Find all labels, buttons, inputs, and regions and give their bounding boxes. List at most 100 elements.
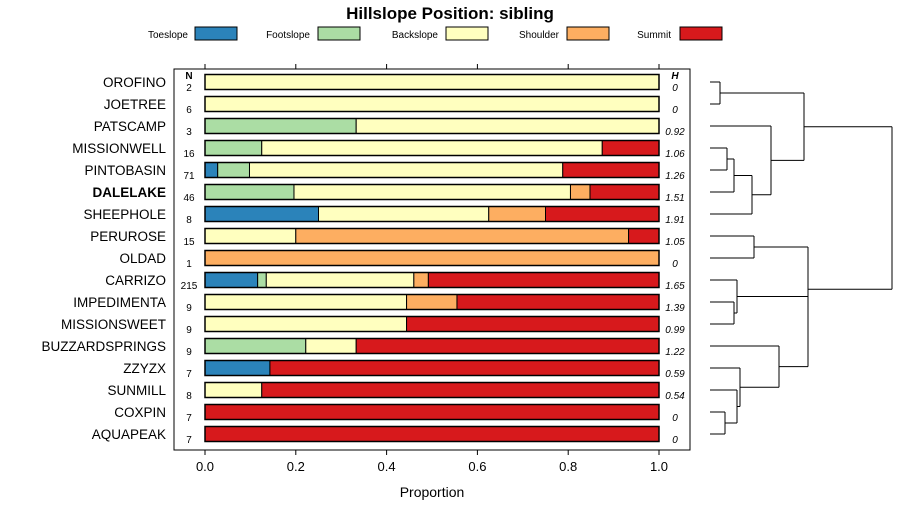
bar-segment-summit xyxy=(261,382,660,398)
n-header: N xyxy=(185,71,192,82)
bar-segment-summit xyxy=(628,228,660,244)
n-value: 7 xyxy=(186,413,192,424)
bar-segment-footslope xyxy=(257,272,267,288)
n-value: 46 xyxy=(183,193,195,204)
bar-outline xyxy=(204,293,660,311)
h-value: 0 xyxy=(672,83,678,94)
bar-segment-footslope xyxy=(204,140,263,156)
row-label: PINTOBASIN xyxy=(84,163,166,178)
legend-swatch-summit xyxy=(679,26,723,41)
legend-swatch-shoulder xyxy=(566,26,610,41)
row-missionsweet: MISSIONSWEET 9 0.99 xyxy=(61,315,685,336)
row-orofino: OROFINO 2 0 xyxy=(103,73,678,94)
h-value: 1.39 xyxy=(665,303,685,314)
bar-segment-summit xyxy=(601,140,660,156)
row-label: SUNMILL xyxy=(107,383,166,398)
row-impedimenta: IMPEDIMENTA 9 1.39 xyxy=(73,293,685,314)
bar-segment-footslope xyxy=(204,184,295,200)
n-value: 9 xyxy=(186,303,192,314)
row-label: MISSIONSWEET xyxy=(61,317,166,332)
row-perurose: PERUROSE 15 1.05 xyxy=(90,227,685,248)
row-aquapeak: AQUAPEAK 7 0 xyxy=(92,425,678,446)
bar-segment-summit xyxy=(545,206,660,222)
n-value: 8 xyxy=(186,391,192,402)
row-label: JOETREE xyxy=(104,97,166,112)
bar-segment-backslope xyxy=(265,272,415,288)
h-value: 0 xyxy=(672,259,678,270)
bar-segment-shoulder xyxy=(569,184,591,200)
bar-segment-shoulder xyxy=(413,272,429,288)
chart-title: Hillslope Position: sibling xyxy=(346,4,554,23)
h-value: 0.99 xyxy=(665,325,685,336)
legend-swatch-footslope xyxy=(317,26,361,41)
bar-segment-backslope xyxy=(261,140,603,156)
bar-segment-backslope xyxy=(204,228,297,244)
n-value: 71 xyxy=(183,171,195,182)
bar-segment-toeslope xyxy=(204,206,319,222)
row-zzyzx: ZZYZX 7 0.59 xyxy=(123,359,685,380)
tick-label: 1.0 xyxy=(650,459,668,474)
bar-segment-summit xyxy=(204,426,660,442)
bar-segment-shoulder xyxy=(204,250,660,266)
h-value: 0 xyxy=(672,105,678,116)
bar-segment-backslope xyxy=(204,294,408,310)
tick-label: 0.6 xyxy=(468,459,486,474)
row-label: OLDAD xyxy=(119,251,166,266)
row-label: IMPEDIMENTA xyxy=(73,295,166,310)
row-missionwell: MISSIONWELL 16 1.06 xyxy=(72,139,685,160)
bar-outline xyxy=(204,227,660,245)
n-value: 7 xyxy=(186,369,192,380)
bar-segment-summit xyxy=(589,184,660,200)
row-label: AQUAPEAK xyxy=(92,427,166,442)
bar-outline xyxy=(204,315,660,333)
bar-segment-toeslope xyxy=(204,272,259,288)
n-value: 1 xyxy=(186,259,192,270)
n-value: 15 xyxy=(183,237,195,248)
row-label: OROFINO xyxy=(103,75,166,90)
bar-segment-footslope xyxy=(217,162,250,178)
bar-outline xyxy=(204,271,660,289)
tick-label: 0.0 xyxy=(196,459,214,474)
bar-outline xyxy=(204,381,660,399)
bar-outline xyxy=(204,95,660,113)
n-value: 2 xyxy=(186,83,192,94)
bar-segment-toeslope xyxy=(204,162,219,178)
legend-label-backslope: Backslope xyxy=(392,30,439,41)
bar-outline xyxy=(204,139,660,157)
bar-segment-shoulder xyxy=(295,228,630,244)
row-oldad: OLDAD 1 0 xyxy=(119,249,678,270)
bar-segment-summit xyxy=(427,272,660,288)
bar-segment-backslope xyxy=(204,74,660,90)
tick-label: 0.4 xyxy=(378,459,396,474)
row-label: PERUROSE xyxy=(90,229,166,244)
bar-segment-summit xyxy=(562,162,660,178)
bar-segment-backslope xyxy=(204,316,408,332)
dendrogram xyxy=(710,81,893,435)
bar-segment-backslope xyxy=(355,118,660,134)
tick-label: 0.2 xyxy=(287,459,305,474)
h-value: 0 xyxy=(672,413,678,424)
plot-frame xyxy=(173,68,691,451)
bar-outline xyxy=(204,205,660,223)
row-pintobasin: PINTOBASIN 71 1.26 xyxy=(84,161,685,182)
n-value: 8 xyxy=(186,215,192,226)
row-label: BUZZARDSPRINGS xyxy=(41,339,166,354)
row-label: MISSIONWELL xyxy=(72,141,166,156)
bar-outline xyxy=(204,337,660,355)
n-value: 9 xyxy=(186,325,192,336)
row-label: PATSCAMP xyxy=(94,119,166,134)
legend-label-toeslope: Toeslope xyxy=(148,30,188,41)
n-value: 16 xyxy=(183,149,195,160)
legend-swatch-backslope xyxy=(445,26,489,41)
h-value: 1.91 xyxy=(665,215,684,226)
n-value: 3 xyxy=(186,127,192,138)
row-label: SHEEPHOLE xyxy=(83,207,166,222)
bar-segment-summit xyxy=(269,360,660,376)
bar-outline xyxy=(204,73,660,91)
h-value: 0.54 xyxy=(665,391,685,402)
bar-segment-shoulder xyxy=(488,206,546,222)
h-value: 1.22 xyxy=(665,347,685,358)
x-axis-label: Proportion xyxy=(400,484,465,500)
